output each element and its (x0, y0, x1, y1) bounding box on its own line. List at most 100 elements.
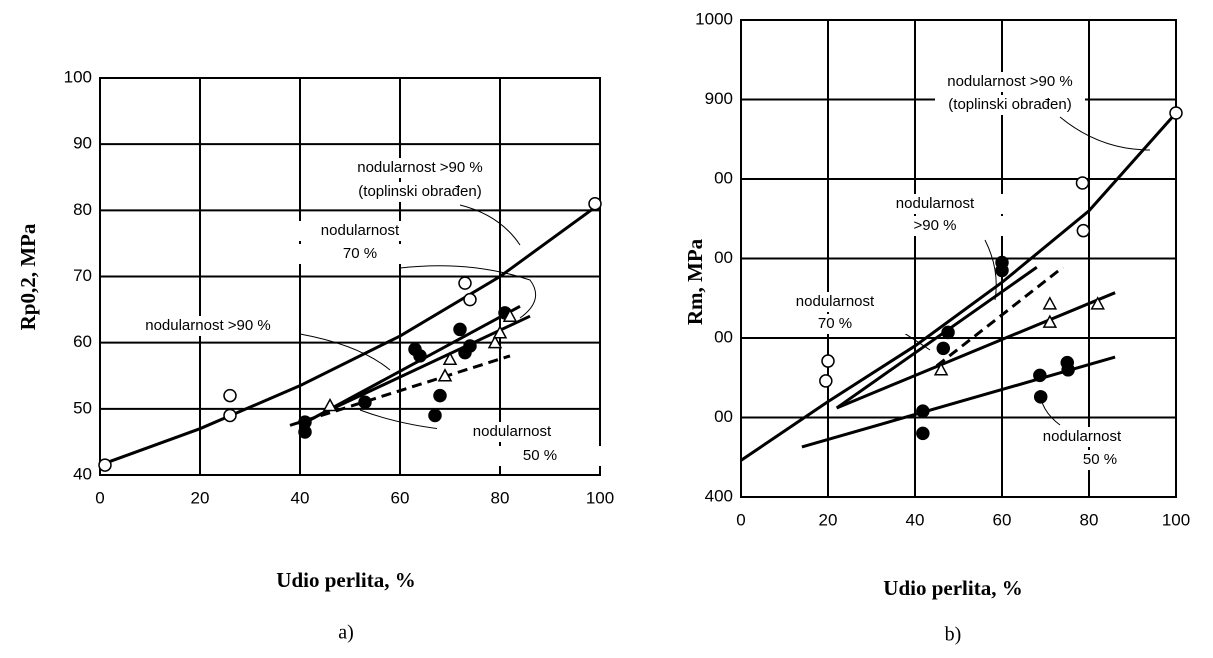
data-point (1042, 296, 1058, 310)
y-tick-label: 00 (714, 327, 733, 346)
x-tick-label: 100 (586, 488, 614, 507)
data-point (1042, 314, 1058, 328)
annotation: (toplinski obrađen) (358, 183, 481, 200)
annotation: 70 % (818, 315, 852, 332)
annotation-bg (860, 216, 1010, 236)
data-point (358, 395, 372, 409)
data-point (941, 325, 955, 340)
data-point (916, 426, 930, 441)
data-point (936, 341, 951, 356)
annotation-bg (760, 292, 910, 312)
data-point (819, 374, 833, 388)
fit-line (99, 202, 601, 467)
annotation-bg (285, 221, 435, 241)
data-point (322, 397, 338, 412)
y-axis-title: Rp0,2, MPa (16, 223, 40, 330)
x-tick-label: 40 (906, 510, 925, 529)
annotation-bg (285, 244, 435, 264)
annotation: nodularnost (1043, 428, 1122, 445)
data-point (1061, 363, 1075, 377)
y-tick-label: 100 (64, 67, 92, 86)
y-tick-label: 400 (705, 486, 733, 505)
fit-line (289, 354, 511, 427)
y-tick-label: 90 (73, 134, 92, 153)
y-axis-title: Rm, MPa (683, 238, 707, 325)
data-point (442, 351, 458, 365)
y-tick-label: 00 (714, 407, 733, 426)
x-tick-label: 20 (819, 510, 838, 529)
data-point (916, 404, 930, 418)
x-axis-title: Udio perlita, % (276, 568, 415, 592)
y-tick-label: 80 (73, 200, 92, 219)
data-point (433, 388, 447, 403)
data-point (487, 335, 503, 349)
plot-frame (99, 77, 601, 476)
x-tick-label: 80 (1080, 510, 1099, 529)
data-point (223, 408, 237, 423)
data-point (98, 458, 112, 472)
panel-caption: a) (338, 622, 354, 644)
annotation: (toplinski obrađen) (948, 96, 1071, 113)
annotation: nodularnost (321, 222, 400, 239)
data-point (413, 349, 427, 363)
data-point (463, 292, 477, 307)
panel-caption: b) (945, 624, 962, 646)
leader-line (299, 333, 391, 371)
annotation: 70 % (343, 245, 377, 262)
data-point (502, 308, 518, 322)
leader-line (1059, 116, 1151, 151)
annotation: nodularnost >90 % (357, 159, 483, 176)
data-point (1075, 176, 1090, 190)
data-point (1090, 296, 1105, 310)
annotation: >90 % (914, 217, 957, 234)
data-point (933, 362, 949, 376)
data-point (492, 325, 508, 339)
data-point (995, 263, 1009, 278)
data-point (298, 415, 312, 429)
data-point (453, 322, 467, 337)
annotation-bg (935, 95, 1085, 115)
data-point (1033, 368, 1047, 383)
annotation-bg (935, 72, 1085, 92)
fit-line (324, 314, 531, 414)
annotation-bg (133, 316, 283, 336)
annotation: nodularnost >90 % (947, 73, 1073, 90)
data-point (1076, 223, 1091, 238)
annotation-bg (345, 182, 495, 202)
data-point (437, 368, 453, 382)
data-point (821, 354, 835, 368)
leader-line (399, 265, 537, 319)
fit-line (935, 266, 1064, 368)
x-tick-label: 60 (391, 488, 410, 507)
annotation: 50 % (1083, 451, 1117, 468)
y-tick-label: 00 (714, 248, 733, 267)
plot-frame (740, 19, 1177, 498)
x-tick-label: 40 (291, 488, 310, 507)
annotation: nodularnost (796, 293, 875, 310)
annotation-bg (760, 314, 910, 334)
annotation-bg (1007, 427, 1157, 447)
annotation: nodularnost (896, 195, 975, 212)
fit-line (740, 112, 1178, 462)
y-tick-label: 900 (705, 89, 733, 108)
annotation-bg (437, 422, 587, 442)
y-tick-label: 40 (73, 464, 92, 483)
annotation-bg (860, 194, 1010, 214)
x-tick-label: 20 (191, 488, 210, 507)
x-tick-label: 60 (993, 510, 1012, 529)
x-axis-title: Udio perlita, % (883, 576, 1022, 600)
data-point (1169, 106, 1183, 120)
x-tick-label: 100 (1162, 510, 1190, 529)
y-tick-label: 70 (73, 266, 92, 285)
x-tick-label: 0 (736, 510, 745, 529)
fit-line (836, 291, 1116, 410)
annotation: 50 % (523, 447, 557, 464)
x-tick-label: 80 (491, 488, 510, 507)
fit-line (835, 266, 1038, 410)
leader-line (459, 204, 521, 246)
annotation: nodularnost (473, 423, 552, 440)
data-point (1033, 390, 1048, 404)
annotation-bg (1025, 450, 1175, 470)
data-point (463, 339, 477, 353)
